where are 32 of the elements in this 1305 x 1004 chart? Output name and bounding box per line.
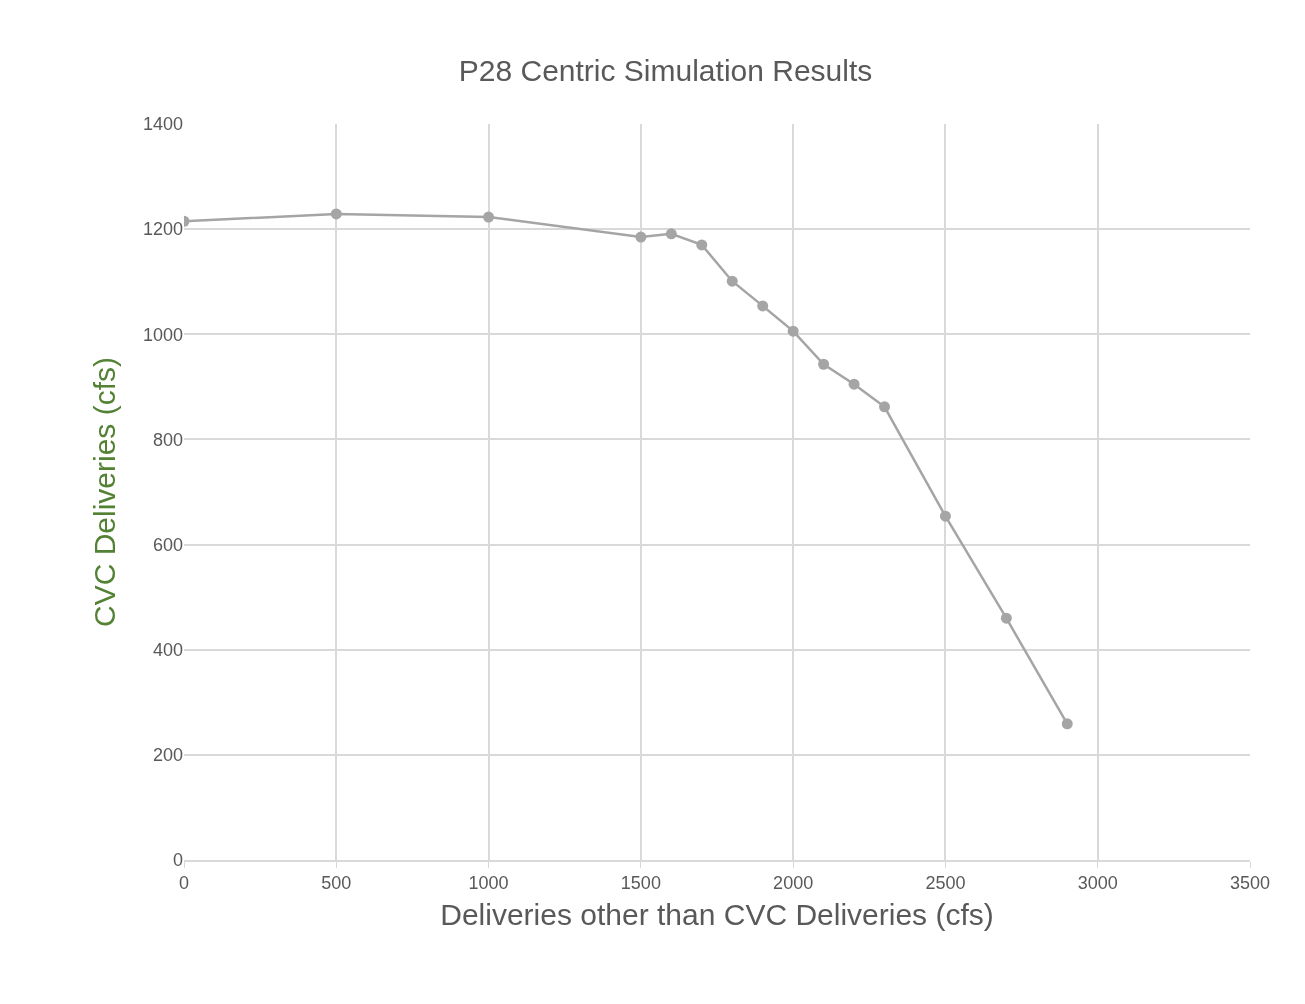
y-tick-label: 1400 <box>142 114 183 135</box>
point <box>1061 718 1073 730</box>
y-tick-label: 1000 <box>142 324 183 345</box>
point <box>848 378 860 390</box>
point <box>879 401 891 413</box>
y-axis-title: CVC Deliveries (cfs) <box>87 356 121 628</box>
chart-title: P28 Centric Simulation Results <box>458 53 873 87</box>
point <box>757 300 769 312</box>
point <box>787 325 799 337</box>
point <box>726 275 738 287</box>
y-tick-label: 600 <box>152 534 183 555</box>
y-tick-label: 1200 <box>142 219 183 240</box>
y-tick-label: 800 <box>152 429 183 450</box>
point <box>483 211 495 223</box>
point <box>330 208 342 220</box>
y-tick-label: 200 <box>152 745 183 766</box>
x-tick-label: 3000 <box>1077 873 1118 894</box>
point <box>696 239 708 251</box>
x-tick-label: 2500 <box>925 873 966 894</box>
x-tick-label: 500 <box>321 873 352 894</box>
x-tick-label: 3500 <box>1229 873 1271 894</box>
point <box>1000 612 1012 624</box>
x-tick-label: 1000 <box>468 873 509 894</box>
y-tick-label: 400 <box>152 640 183 661</box>
x-tick-label: 2000 <box>773 873 814 894</box>
point <box>818 358 830 370</box>
x-axis-title: Deliveries other than CVC Deliveries (cfs) <box>440 898 994 932</box>
point <box>635 231 647 243</box>
x-tick-label: 1500 <box>620 873 661 894</box>
y-tick-label: 0 <box>172 850 183 871</box>
point <box>939 510 951 522</box>
point <box>665 228 677 240</box>
